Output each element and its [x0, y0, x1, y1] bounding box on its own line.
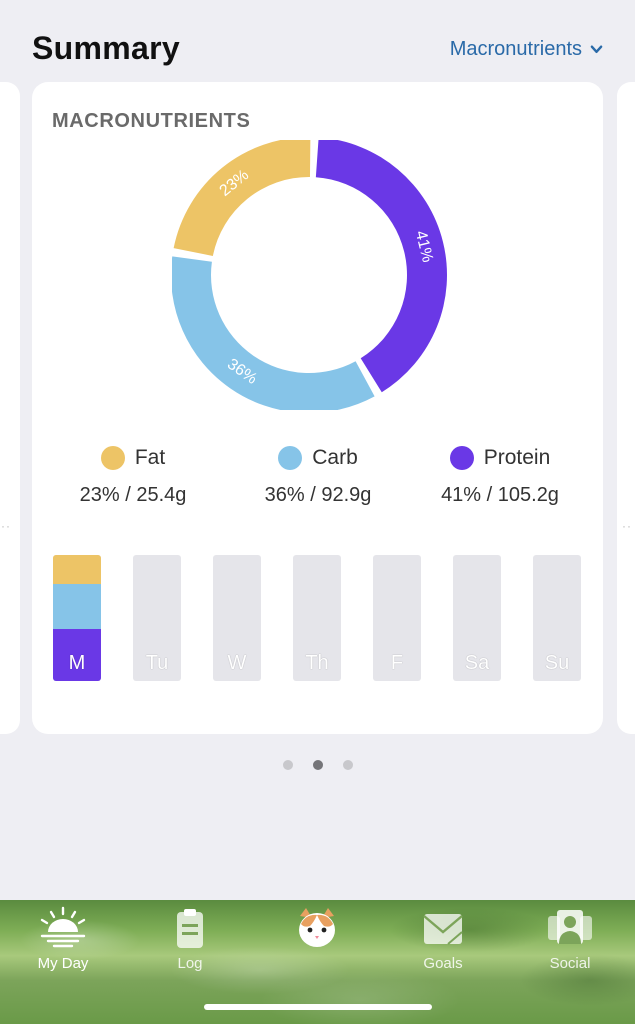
donut-slice-carb[interactable] — [172, 256, 375, 410]
day-bar-su[interactable]: Su — [533, 555, 581, 681]
tab-goals[interactable]: Goals — [393, 900, 493, 990]
legend-item-fat: Fat 23% / 25.4g — [38, 446, 228, 507]
page-dot[interactable] — [282, 760, 293, 770]
fat-color-dot — [100, 446, 125, 470]
header: Summary Macronutrients — [0, 0, 635, 90]
legend-value-carb: 36% / 92.9g — [264, 484, 372, 506]
previous-card-peek[interactable] — [0, 82, 20, 734]
day-label: Sa — [464, 652, 490, 674]
day-bar-sa[interactable]: Sa — [453, 555, 501, 681]
day-bar-tu[interactable]: Tu — [133, 555, 181, 681]
day-label: M — [68, 652, 86, 674]
protein-color-dot — [449, 446, 474, 470]
chevron-down-icon — [590, 45, 603, 54]
day-bar-segment-fat — [53, 555, 101, 584]
next-card-peek[interactable] — [617, 82, 635, 734]
legend-label-fat: Fat — [134, 446, 166, 469]
day-bar-f[interactable]: F — [373, 555, 421, 681]
selector-label: Macronutrients — [449, 38, 582, 60]
day-label: Su — [544, 652, 570, 674]
legend-label-carb: Carb — [312, 446, 358, 469]
tab-label-my-day: My Day — [37, 955, 89, 972]
clipboard-icon — [177, 909, 203, 948]
summary-type-selector[interactable]: Macronutrients — [450, 38, 603, 61]
envelope-goals-icon — [423, 914, 463, 945]
people-icon — [548, 910, 592, 944]
home-indicator[interactable] — [204, 1004, 432, 1010]
carb-color-dot — [278, 446, 303, 470]
tab-my-day[interactable]: My Day — [13, 900, 113, 990]
day-label: F — [390, 652, 404, 674]
day-label: Tu — [145, 652, 169, 674]
tab-social[interactable]: Social — [520, 900, 620, 990]
card-title: MACRONUTRIENTS — [52, 110, 251, 132]
page-indicator[interactable] — [0, 760, 635, 770]
donut-slice-protein[interactable] — [315, 140, 447, 393]
tab-avatar[interactable] — [267, 900, 367, 990]
day-bar-w[interactable]: W — [213, 555, 261, 681]
day-bar-segment-carb — [53, 584, 101, 629]
day-bar-m[interactable]: M — [53, 555, 101, 681]
tab-label-goals: Goals — [423, 955, 463, 972]
macronutrient-donut-chart: 41%36%23% — [172, 140, 447, 410]
page-dot[interactable] — [312, 760, 323, 770]
legend-item-protein: Protein 41% / 105.2g — [405, 446, 595, 507]
tab-bar: My Day Log Goals — [0, 900, 635, 1024]
tab-label-log: Log — [177, 955, 203, 972]
legend-label-protein: Protein — [483, 446, 551, 469]
page-title: Summary — [32, 30, 180, 66]
sunrise-icon — [40, 906, 86, 948]
donut-slice-fat[interactable] — [173, 140, 311, 256]
day-bar-segment-protein — [53, 629, 101, 681]
previous-card-handle: ·· — [1, 519, 11, 533]
day-label: Th — [305, 652, 329, 674]
tab-log[interactable]: Log — [140, 900, 240, 990]
legend-item-carb: Carb 36% / 92.9g — [223, 446, 413, 507]
legend-value-fat: 23% / 25.4g — [79, 484, 187, 506]
day-bar-th[interactable]: Th — [293, 555, 341, 681]
macronutrients-card: MACRONUTRIENTS 41% 36% 23% Fat 23% / 25.4g… — [32, 82, 603, 734]
cat-avatar-icon — [299, 908, 335, 947]
page-dot[interactable] — [342, 760, 353, 770]
tab-label-social: Social — [549, 955, 591, 972]
legend-value-protein: 41% / 105.2g — [441, 484, 559, 506]
next-card-handle: ·· — [622, 519, 632, 533]
day-label: W — [227, 652, 247, 674]
macro-legend: Fat 23% / 25.4g Carb 36% / 92.9g Protein… — [32, 446, 603, 516]
weekly-macro-bars: M Tu W Th F Sa Su — [53, 555, 593, 685]
